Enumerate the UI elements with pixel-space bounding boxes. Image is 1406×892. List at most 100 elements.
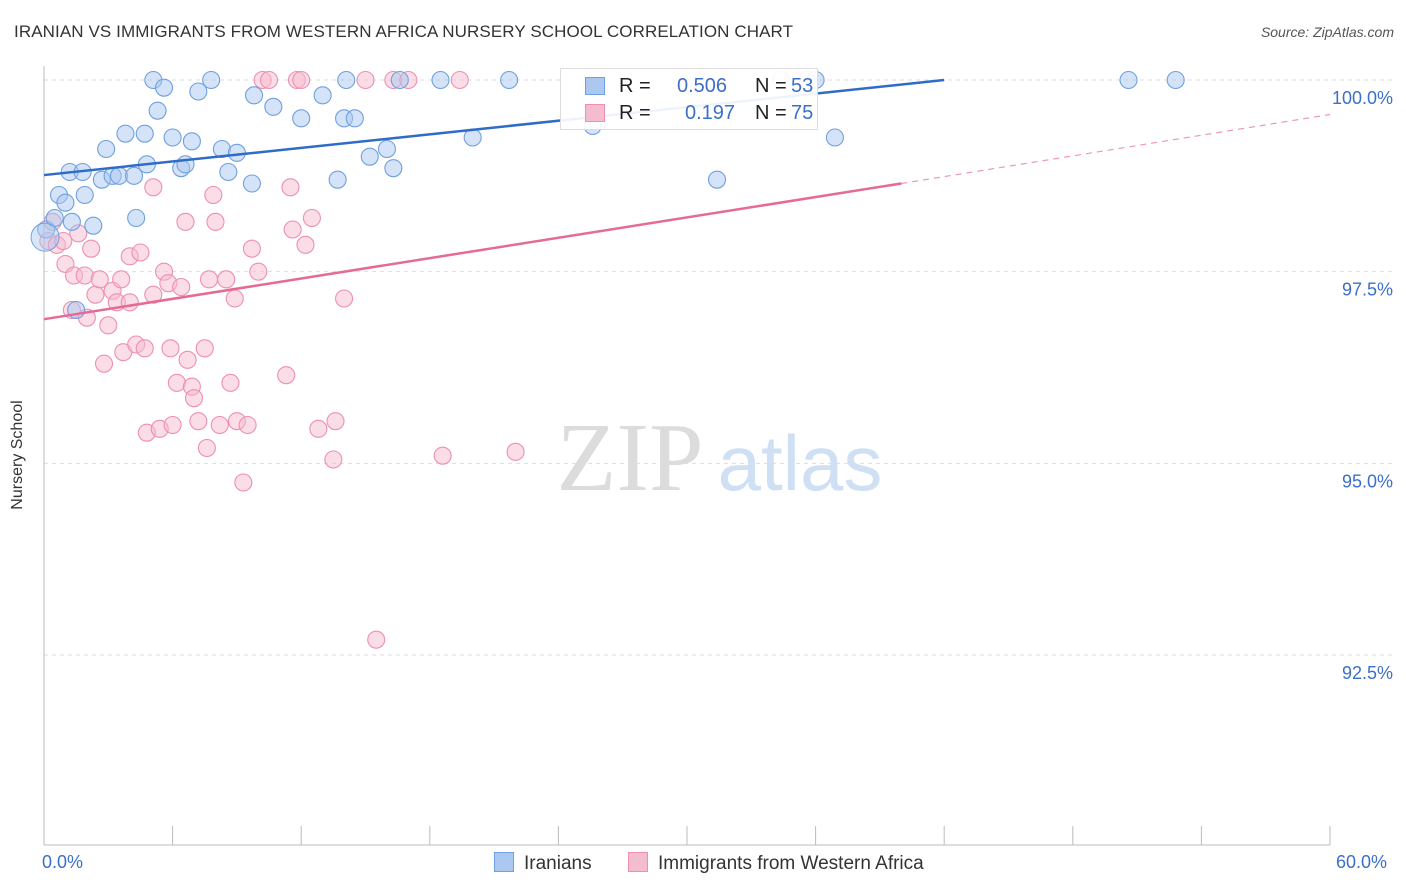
data-point bbox=[242, 239, 261, 258]
legend-swatch-pink bbox=[585, 104, 605, 122]
n-value: 75 bbox=[791, 102, 814, 124]
data-point bbox=[390, 70, 409, 90]
data-point bbox=[135, 339, 154, 358]
n-label: N = bbox=[755, 102, 787, 124]
data-point bbox=[292, 109, 311, 128]
data-point bbox=[120, 293, 139, 312]
data-point bbox=[206, 212, 225, 231]
data-point bbox=[154, 78, 174, 97]
data-point bbox=[204, 185, 223, 205]
data-point bbox=[277, 366, 296, 385]
data-point bbox=[197, 438, 216, 458]
data-point bbox=[176, 212, 195, 231]
y-tick-label: 95.0% bbox=[1342, 471, 1393, 491]
data-point bbox=[500, 70, 519, 90]
data-point bbox=[345, 109, 364, 128]
legend-label-immigrants: Immigrants from Western Africa bbox=[658, 853, 924, 874]
data-point bbox=[296, 235, 315, 254]
data-point bbox=[219, 162, 238, 182]
data-point bbox=[234, 473, 253, 492]
data-point bbox=[127, 208, 146, 228]
data-point bbox=[172, 277, 191, 297]
data-point bbox=[210, 415, 229, 435]
legend-label-iranians: Iranians bbox=[524, 853, 592, 874]
axes bbox=[43, 66, 1331, 846]
data-point bbox=[431, 70, 450, 90]
data-point bbox=[195, 339, 214, 358]
data-point bbox=[167, 373, 186, 392]
data-point bbox=[184, 389, 204, 408]
data-point bbox=[313, 86, 332, 105]
data-point bbox=[135, 124, 154, 143]
data-point bbox=[182, 132, 201, 151]
correlation-legend: R = 0.506 N = 53 R = 0.197 N = 75 bbox=[560, 68, 818, 130]
data-point bbox=[249, 262, 268, 281]
data-point bbox=[161, 339, 180, 358]
data-point bbox=[450, 70, 469, 90]
data-point bbox=[264, 97, 283, 116]
n-label: N = bbox=[755, 75, 787, 97]
data-point bbox=[112, 270, 131, 289]
data-point bbox=[283, 220, 302, 239]
data-point bbox=[377, 139, 396, 159]
data-point bbox=[75, 185, 94, 205]
data-point bbox=[62, 212, 81, 231]
data-point bbox=[86, 285, 105, 304]
legend-item-iranians: Iranians bbox=[494, 852, 592, 876]
data-point bbox=[189, 412, 208, 431]
data-point bbox=[242, 174, 261, 193]
data-point bbox=[337, 70, 356, 90]
source-credit: Source: ZipAtlas.com bbox=[1260, 24, 1394, 40]
data-point bbox=[82, 239, 101, 258]
data-point bbox=[328, 170, 347, 189]
r-value: 0.506 bbox=[677, 75, 728, 97]
data-point bbox=[356, 70, 375, 90]
data-point bbox=[163, 415, 182, 435]
chart-title: IRANIAN VS IMMIGRANTS FROM WESTERN AFRIC… bbox=[14, 22, 794, 41]
data-point bbox=[199, 270, 219, 289]
data-point bbox=[56, 193, 75, 212]
data-point bbox=[324, 450, 343, 469]
data-point bbox=[244, 86, 264, 105]
n-value: 53 bbox=[791, 75, 814, 97]
r-label: R = bbox=[619, 102, 651, 124]
y-tick-label: 97.5% bbox=[1342, 280, 1393, 300]
data-point bbox=[94, 354, 114, 373]
data-point bbox=[75, 266, 94, 285]
data-point bbox=[221, 373, 240, 392]
x-tick-max: 60.0% bbox=[1336, 852, 1388, 872]
data-point bbox=[202, 70, 221, 90]
legend-item-immigrants: Immigrants from Western Africa bbox=[628, 852, 924, 876]
data-point bbox=[144, 178, 163, 197]
data-point bbox=[360, 147, 379, 166]
data-point bbox=[707, 170, 727, 189]
data-point bbox=[825, 128, 844, 147]
trend-line-immigrants-extrapolated bbox=[901, 113, 1331, 185]
data-point bbox=[225, 289, 244, 308]
data-point bbox=[326, 412, 345, 431]
data-point bbox=[148, 101, 167, 120]
data-point bbox=[144, 285, 163, 304]
data-point bbox=[335, 289, 354, 308]
data-point bbox=[189, 82, 208, 101]
data-point bbox=[217, 270, 236, 289]
data-point bbox=[1119, 70, 1138, 90]
series-immigrants-points bbox=[39, 70, 817, 649]
data-point bbox=[124, 166, 144, 185]
legend-swatch-pink bbox=[628, 852, 648, 872]
data-point bbox=[292, 70, 311, 90]
data-point bbox=[109, 166, 129, 185]
legend-swatch-blue bbox=[494, 852, 514, 872]
r-value: 0.197 bbox=[685, 102, 736, 124]
data-point bbox=[281, 178, 300, 197]
data-point bbox=[116, 124, 135, 143]
data-point bbox=[309, 419, 328, 438]
data-point bbox=[302, 208, 321, 228]
data-point bbox=[367, 630, 386, 649]
data-point bbox=[97, 139, 116, 159]
legend-swatch-blue bbox=[585, 77, 605, 95]
y-tick-label: 92.5% bbox=[1342, 663, 1393, 683]
data-point bbox=[90, 270, 109, 289]
data-point bbox=[1166, 70, 1185, 90]
